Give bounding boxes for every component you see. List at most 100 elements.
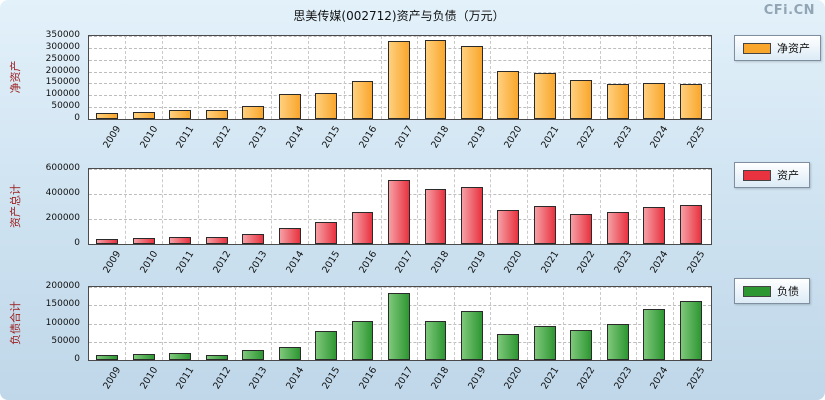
- bar-2010: [132, 111, 155, 119]
- bar-2015: [315, 221, 337, 244]
- bar-2011: [169, 236, 192, 244]
- x-tick-label: 2019: [466, 249, 489, 276]
- x-tick-label: 2012: [210, 249, 233, 276]
- bar-2018: [424, 188, 447, 244]
- x-tick-label: 2018: [429, 365, 452, 392]
- legend-net-assets: 净资产: [734, 35, 821, 61]
- legend-swatch-liabilities: [743, 285, 771, 297]
- x-tick-label: 2021: [539, 365, 562, 392]
- y-tick-label: 200000: [45, 213, 80, 223]
- x-tick-label: 2025: [684, 365, 708, 392]
- bar-2025: [679, 84, 702, 119]
- bar-2017: [388, 180, 410, 244]
- bar-2017: [388, 293, 410, 360]
- legend-liabilities: 负债: [734, 278, 810, 304]
- x-tick-label: 2019: [466, 124, 489, 151]
- x-axis-tick-labels: 2009 2010 2011 2012 2013 2014 2015 2016 2017 2018…: [88, 121, 710, 163]
- bar-2010: [132, 237, 155, 244]
- v-gridline: [563, 36, 565, 119]
- y-axis-tick-labels: 0 200000 400000 600000: [0, 163, 84, 248]
- bar-2009: [96, 112, 119, 119]
- v-gridline: [380, 36, 382, 119]
- x-tick-label: 2014: [283, 365, 306, 392]
- x-tick-label: 2022: [575, 249, 598, 276]
- v-gridline: [344, 287, 346, 360]
- x-tick-label: 2020: [502, 249, 525, 276]
- legend-label-total-assets: 资产: [777, 169, 799, 182]
- bar-2021: [533, 72, 556, 119]
- h-gridline: [89, 169, 711, 170]
- v-gridline: [636, 36, 638, 119]
- legend-label-net-assets: 净资产: [777, 42, 810, 55]
- bar-2013: [242, 233, 265, 244]
- bar-2025: [679, 205, 702, 244]
- v-gridline: [198, 169, 200, 244]
- x-tick-label: 2015: [320, 124, 343, 151]
- x-tick-label: 2012: [210, 124, 233, 151]
- y-tick-label: 200000: [45, 65, 80, 76]
- bar-2009: [96, 239, 119, 244]
- legend-label-liabilities: 负债: [777, 285, 799, 298]
- legend-swatch-total-assets: [743, 169, 771, 181]
- x-tick-label: 2009: [101, 124, 124, 151]
- bar-2021: [533, 206, 556, 244]
- v-gridline: [417, 36, 419, 119]
- x-tick-label: 2016: [356, 365, 379, 392]
- v-gridline: [599, 169, 601, 244]
- y-tick-label: 0: [74, 113, 80, 123]
- bar-2025: [679, 301, 702, 360]
- v-gridline: [636, 287, 638, 360]
- y-tick-label: 50000: [51, 335, 80, 346]
- x-tick-label: 2021: [539, 249, 562, 276]
- y-tick-label: 0: [74, 238, 80, 248]
- v-gridline: [526, 169, 528, 244]
- bar-2014: [278, 346, 301, 360]
- x-tick-label: 2016: [356, 124, 379, 151]
- v-gridline: [125, 36, 127, 119]
- v-gridline: [453, 287, 455, 360]
- legend-swatch-net-assets: [743, 42, 771, 54]
- bar-2017: [388, 40, 410, 119]
- x-tick-label: 2020: [502, 124, 525, 151]
- bar-2016: [351, 211, 374, 244]
- x-axis-tick-labels: 2009 2010 2011 2012 2013 2014 2015 2016 2017 2018…: [88, 246, 710, 288]
- bar-2024: [643, 207, 666, 244]
- x-tick-label: 2013: [247, 365, 270, 392]
- x-tick-label: 2017: [393, 365, 416, 392]
- x-tick-label: 2010: [137, 249, 161, 276]
- x-tick-label: 2021: [539, 124, 562, 151]
- v-gridline: [563, 287, 565, 360]
- bar-2019: [461, 45, 483, 119]
- bar-2016: [351, 321, 374, 360]
- v-gridline: [234, 36, 236, 119]
- v-gridline: [271, 169, 273, 244]
- bar-2019: [461, 186, 483, 244]
- v-gridline: [453, 36, 455, 119]
- bar-2019: [461, 311, 483, 360]
- bar-2015: [315, 93, 337, 119]
- bar-2011: [169, 353, 192, 360]
- bar-2020: [497, 334, 520, 360]
- x-tick-label: 2014: [283, 124, 306, 151]
- v-gridline: [307, 169, 309, 244]
- x-tick-label: 2010: [137, 124, 161, 151]
- bar-2023: [606, 84, 629, 119]
- v-gridline: [380, 287, 382, 360]
- bar-2010: [132, 353, 155, 360]
- v-gridline: [307, 287, 309, 360]
- bar-2022: [570, 329, 593, 360]
- bar-2013: [242, 105, 265, 119]
- v-gridline: [234, 169, 236, 244]
- bar-2012: [205, 354, 228, 360]
- v-gridline: [526, 36, 528, 119]
- plot-area-net-assets: [88, 35, 712, 120]
- x-tick-label: 2024: [648, 249, 671, 276]
- x-tick-label: 2025: [684, 249, 708, 276]
- x-tick-label: 2020: [502, 365, 525, 392]
- x-tick-label: 2014: [283, 249, 306, 276]
- x-tick-label: 2019: [466, 365, 489, 392]
- x-tick-label: 2011: [174, 249, 197, 276]
- x-tick-label: 2023: [611, 249, 635, 276]
- v-gridline: [672, 169, 674, 244]
